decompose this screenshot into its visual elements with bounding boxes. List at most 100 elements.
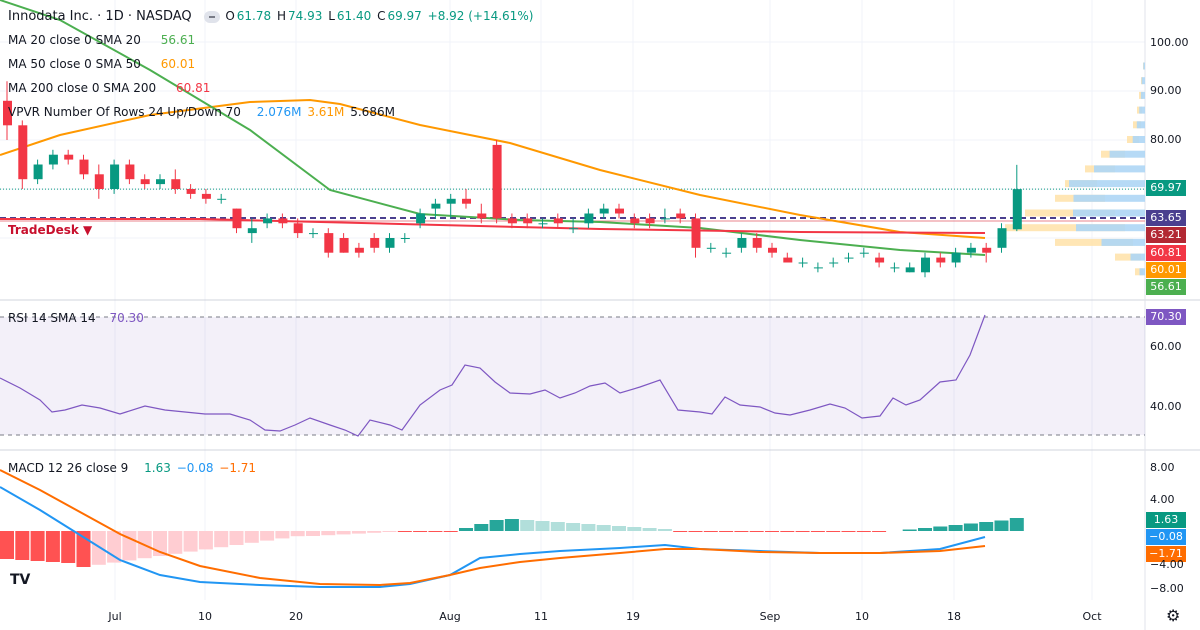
macd-histogram-bar — [642, 528, 657, 531]
candle-body — [997, 228, 1007, 248]
macd-histogram-bar — [734, 531, 749, 532]
vpvr-up-bar — [1136, 121, 1145, 129]
macd-histogram-bar — [719, 531, 734, 532]
low-label: L — [328, 9, 335, 23]
ma20-legend[interactable]: MA 20 close 0 SMA 20 56.61 — [8, 32, 197, 48]
candle-body — [829, 262, 839, 264]
rsi-axis-label: 40.00 — [1150, 400, 1182, 413]
candle-body — [201, 193, 211, 199]
macd-signal-line — [0, 469, 986, 587]
high-label: H — [276, 9, 286, 23]
candle-body — [3, 100, 12, 126]
macd-histogram-bar — [826, 531, 841, 532]
macd-histogram-bar — [351, 531, 366, 534]
vpvr-up-bar — [1141, 77, 1145, 85]
macd-histogram-bar — [963, 523, 978, 531]
rsi-line — [0, 314, 986, 437]
candle-body — [79, 159, 89, 175]
price-axis-label: 90.00 — [1150, 84, 1182, 97]
vpvr-up-bar — [1109, 150, 1145, 158]
macd-histogram-bar — [168, 531, 183, 554]
candle-body — [94, 174, 104, 189]
candle-body — [125, 164, 135, 180]
candle-body — [936, 257, 946, 263]
macd-histogram-bar — [367, 531, 382, 533]
price-axis-label: 80.00 — [1150, 133, 1182, 146]
candle-body — [691, 218, 701, 248]
ma20-price-tag: 56.61 — [1146, 279, 1186, 295]
candle-body — [615, 208, 624, 214]
vpvr-up-bar — [1101, 238, 1145, 246]
price-tag: 63.21 — [1146, 227, 1186, 243]
candle-body — [966, 247, 976, 253]
macd-histogram-bar — [474, 524, 489, 531]
macd-histogram-bar — [948, 525, 963, 531]
eye-icon[interactable] — [203, 10, 220, 23]
macd-axis-label: −4.00 — [1150, 558, 1184, 571]
vpvr-up-bar — [1073, 194, 1145, 202]
macd-histogram-bar — [443, 531, 458, 532]
candle-body — [324, 233, 334, 253]
candle-body — [982, 247, 992, 253]
macd-histogram-bar — [0, 531, 14, 559]
x-axis-label: Jul — [108, 610, 122, 623]
macd-histogram-bar — [183, 531, 198, 552]
macd-line-value: −0.08 — [176, 461, 214, 475]
macd-histogram-bar — [260, 531, 275, 541]
vpvr-up-bar — [1132, 136, 1145, 143]
macd-histogram-bar — [306, 531, 320, 536]
rsi-tag: 70.30 — [1146, 309, 1186, 325]
macd-histogram-bar — [336, 531, 351, 535]
macd-histogram-bar — [841, 531, 856, 532]
macd-histogram-bar — [872, 531, 887, 532]
vpvr-legend[interactable]: VPVR Number Of Rows 24 Up/Down 70 2.076M… — [8, 104, 397, 120]
candle-body — [507, 218, 517, 224]
macd-histogram-bar — [30, 531, 45, 561]
tradedesk-price-tag: 63.65 — [1146, 210, 1186, 226]
candle-body — [140, 179, 150, 185]
change-value: +8.92 (+14.61%) — [427, 9, 534, 23]
vpvr-up-bar — [1143, 62, 1145, 70]
macd-histogram-bar — [795, 531, 810, 532]
candle-body — [156, 179, 165, 185]
gear-icon[interactable]: ⚙ — [1166, 606, 1181, 625]
x-axis-label: Sep — [759, 610, 781, 623]
candle-body — [339, 238, 349, 253]
vpvr-up-bar — [1073, 209, 1145, 217]
macd-legend[interactable]: MACD 12 26 close 9 1.63 −0.08 −1.71 — [8, 460, 258, 476]
vpvr-down-bar — [1055, 238, 1133, 246]
macd-axis-label: −8.00 — [1150, 582, 1184, 595]
ma200-legend[interactable]: MA 200 close 0 SMA 200 60.81 — [8, 80, 212, 96]
candle-body — [538, 223, 548, 225]
candle-body — [584, 213, 594, 224]
macd-histogram-bar — [229, 531, 244, 545]
macd-histogram-bar — [566, 523, 581, 531]
ma200-value: 60.81 — [176, 81, 211, 95]
candle-body — [354, 247, 364, 253]
tradedesk-label[interactable]: TradeDesk ▼ — [8, 223, 93, 237]
candle-body — [553, 218, 563, 224]
ma50-legend[interactable]: MA 50 close 0 SMA 50 60.01 — [8, 56, 197, 72]
rsi-legend[interactable]: RSI 14 SMA 14 70.30 — [8, 310, 146, 326]
macd-histogram-bar — [15, 531, 30, 560]
rsi-label: RSI 14 SMA 14 — [8, 311, 96, 325]
macd-histogram-bar — [856, 531, 871, 532]
macd-label: MACD 12 26 close 9 — [8, 461, 129, 475]
vpvr-up-bar — [1139, 268, 1145, 276]
macd-histogram-bar — [413, 531, 428, 532]
vpvr-down-value: 3.61M — [307, 105, 345, 119]
macd-signal-value: −1.71 — [219, 461, 257, 475]
candle-body — [477, 213, 487, 219]
candle-body — [921, 257, 930, 273]
tradingview-logo[interactable]: TV — [10, 572, 31, 588]
x-axis-label: 19 — [626, 610, 640, 623]
candle-body — [768, 247, 777, 253]
vpvr-down-bar — [1025, 209, 1115, 217]
macd-histogram-bar — [918, 528, 932, 531]
candle-body — [293, 223, 303, 234]
candle-body — [645, 218, 655, 224]
close-value: 69.97 — [387, 9, 422, 23]
vpvr-up-bar — [1076, 224, 1145, 232]
x-axis-label: 18 — [947, 610, 961, 623]
